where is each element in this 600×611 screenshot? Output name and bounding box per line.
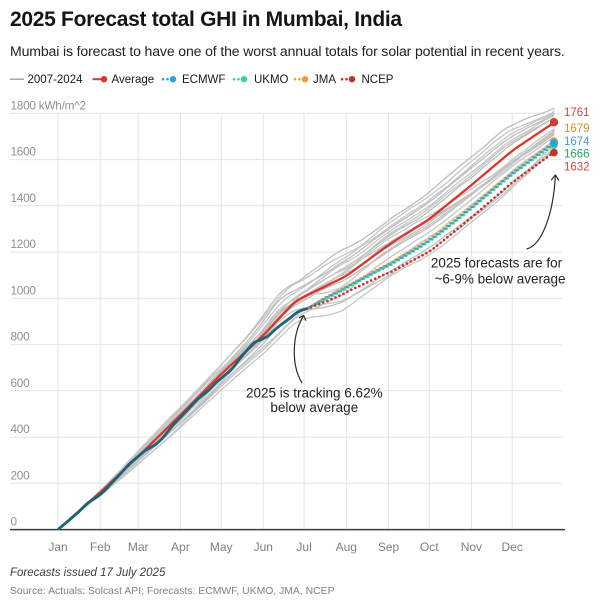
svg-text:400: 400 (11, 422, 31, 436)
svg-text:Jul: Jul (296, 540, 311, 554)
svg-text:1600: 1600 (11, 145, 37, 159)
svg-text:600: 600 (11, 376, 31, 390)
svg-text:1800 kWh/m^2: 1800 kWh/m^2 (11, 98, 86, 112)
svg-text:ECMWF: ECMWF (182, 74, 225, 86)
svg-text:1400: 1400 (11, 191, 37, 205)
svg-text:Mar: Mar (128, 540, 149, 554)
svg-text:Dec: Dec (502, 540, 523, 554)
svg-text:May: May (210, 540, 233, 554)
svg-text:2025 forecasts are for: 2025 forecasts are for (431, 255, 563, 270)
svg-text:Nov: Nov (461, 540, 482, 554)
svg-text:200: 200 (11, 468, 31, 482)
svg-text:Sep: Sep (378, 540, 400, 554)
svg-text:JMA: JMA (313, 74, 336, 86)
svg-text:1666: 1666 (564, 148, 590, 160)
svg-text:NCEP: NCEP (362, 74, 394, 86)
svg-text:2007-2024: 2007-2024 (28, 74, 84, 86)
svg-text:~6-9% below average: ~6-9% below average (435, 271, 566, 286)
svg-text:1000: 1000 (11, 283, 37, 297)
svg-text:1674: 1674 (564, 136, 590, 148)
svg-text:1761: 1761 (564, 107, 590, 119)
svg-text:Jan: Jan (48, 540, 67, 554)
svg-text:Aug: Aug (336, 540, 357, 554)
svg-text:1632: 1632 (564, 162, 590, 174)
svg-text:0: 0 (11, 515, 18, 529)
svg-text:UKMO: UKMO (254, 74, 289, 86)
svg-text:below average: below average (270, 400, 358, 415)
svg-text:Average: Average (112, 74, 155, 86)
svg-text:800: 800 (11, 330, 31, 344)
svg-text:1200: 1200 (11, 237, 37, 251)
svg-text:Feb: Feb (90, 540, 111, 554)
svg-text:1679: 1679 (564, 123, 590, 135)
svg-text:Oct: Oct (420, 540, 439, 554)
svg-text:Apr: Apr (171, 540, 190, 554)
svg-text:Jun: Jun (254, 540, 273, 554)
svg-text:2025 is tracking 6.62%: 2025 is tracking 6.62% (246, 385, 383, 400)
